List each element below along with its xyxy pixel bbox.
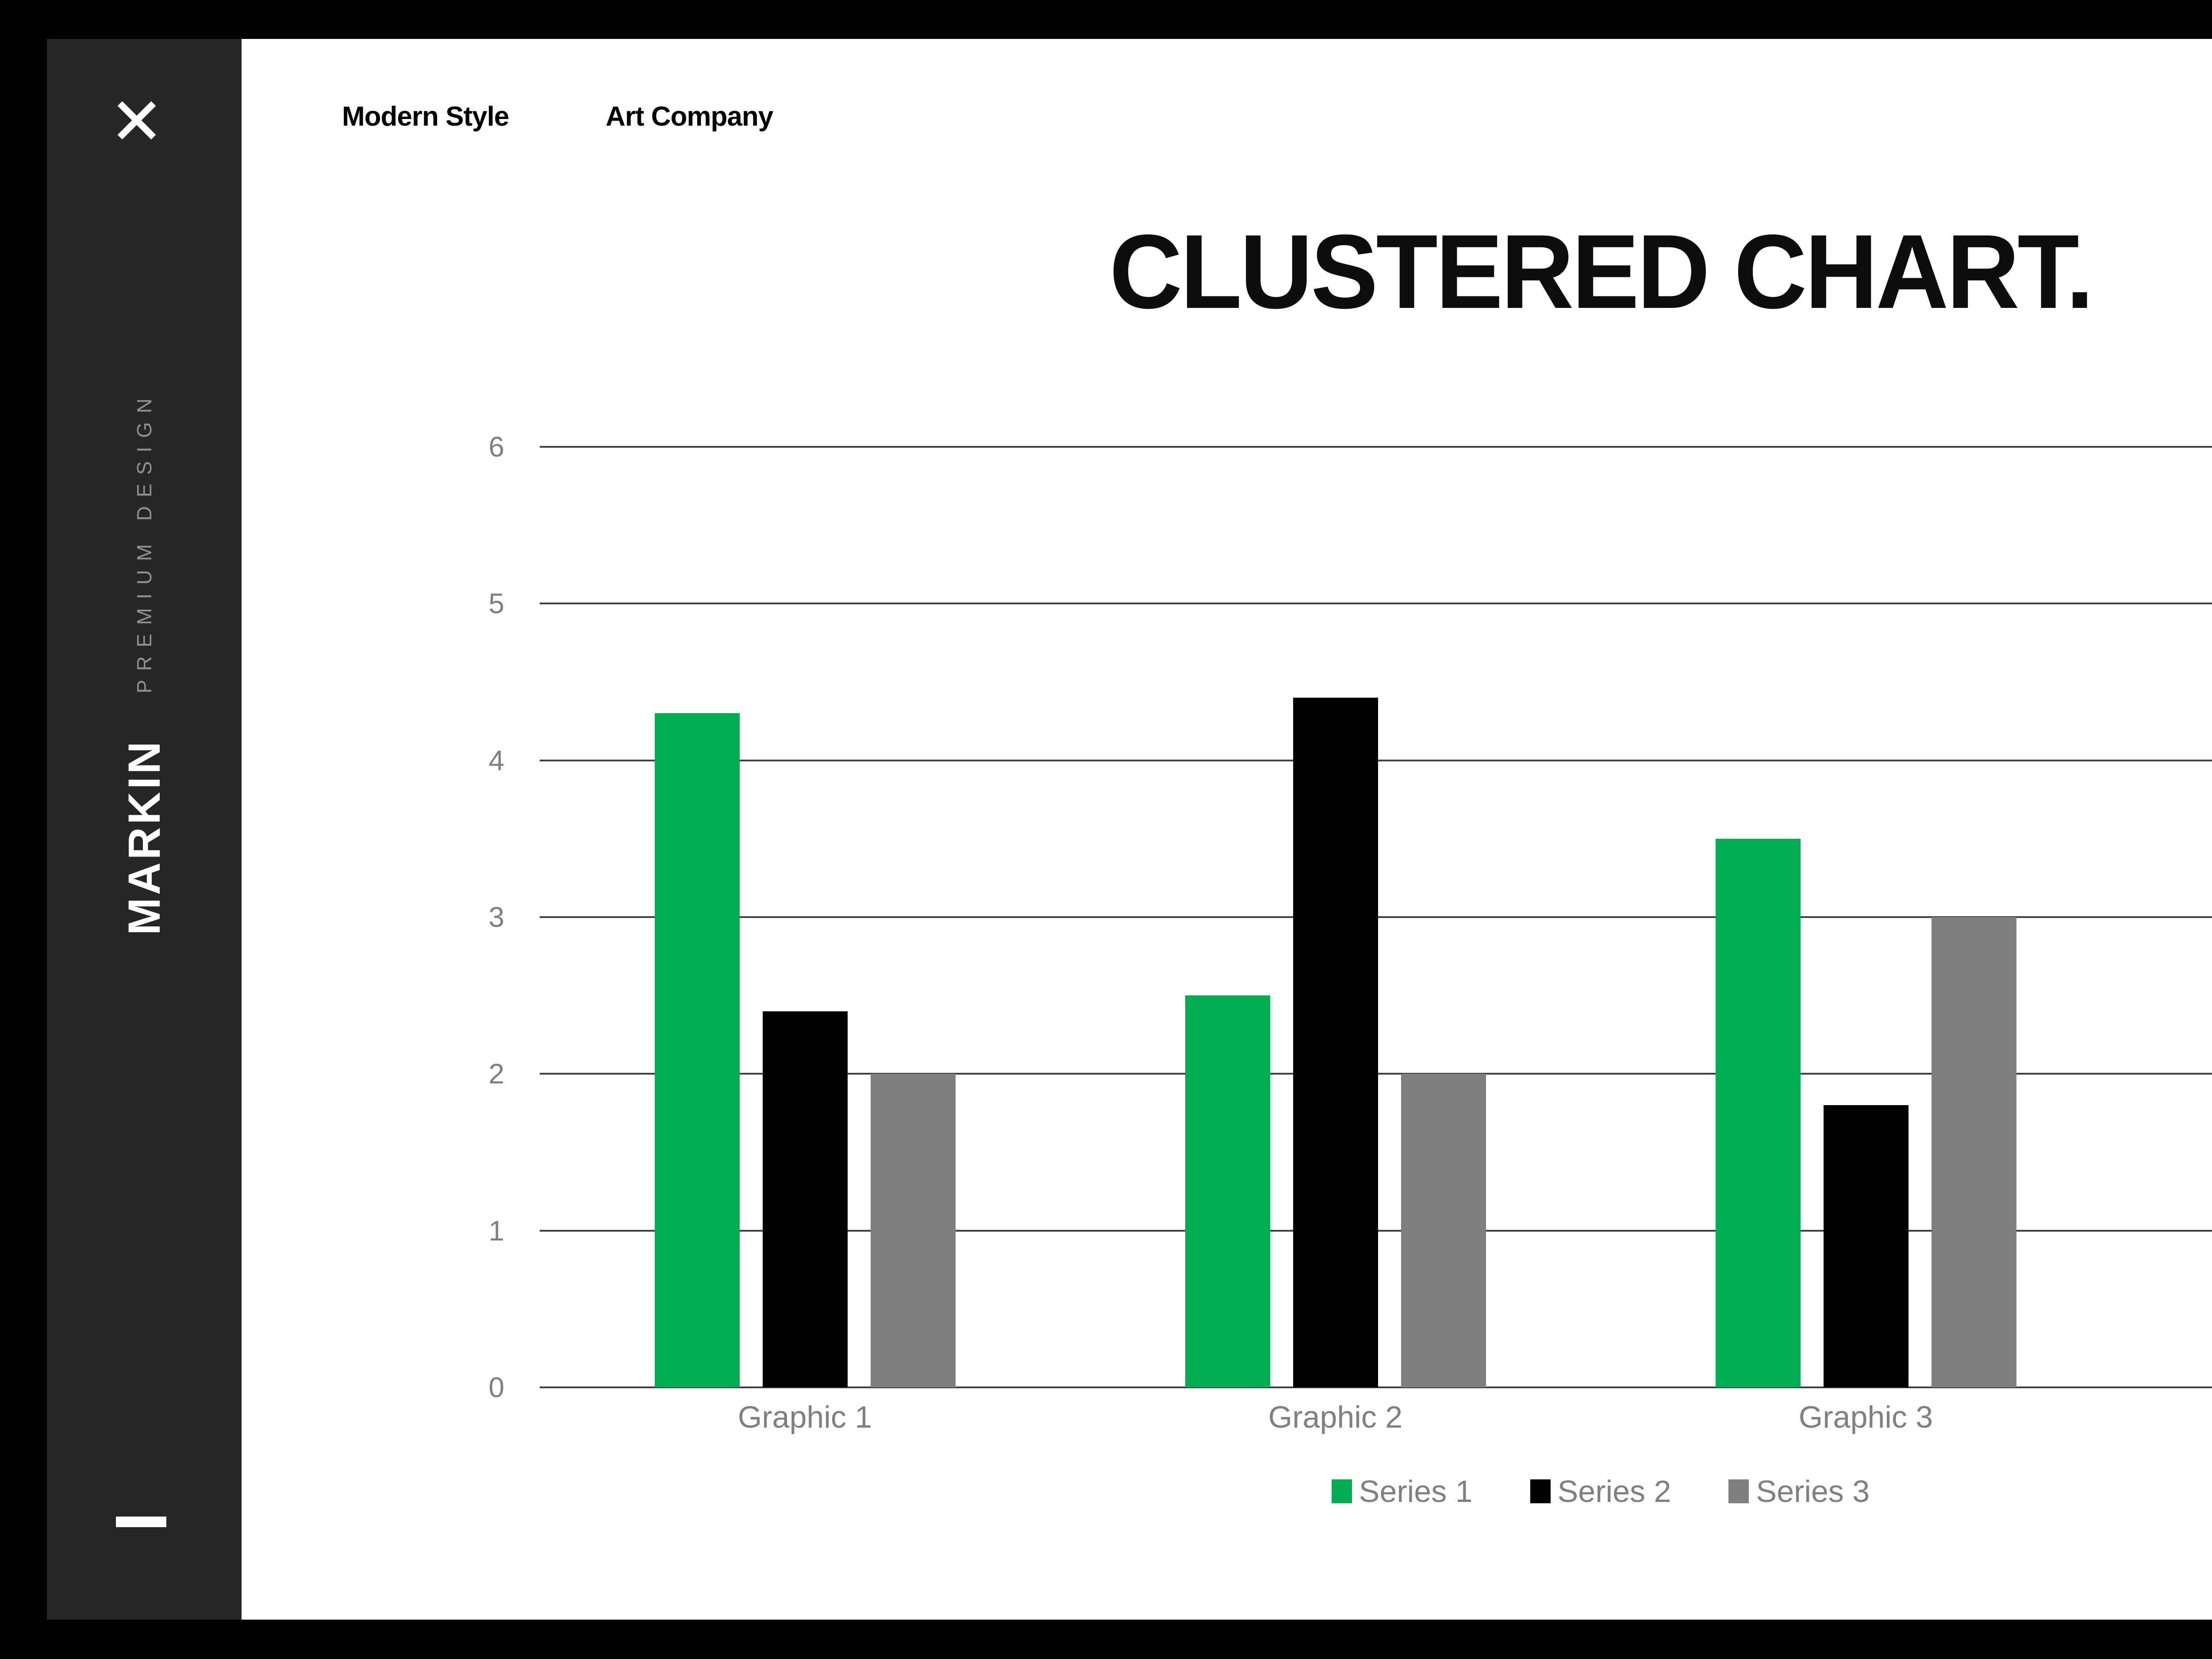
x-axis-label-graphic1: Graphic 1: [737, 1400, 872, 1434]
legend-label: Series 3: [1756, 1474, 1870, 1509]
y-axis-tick-6: 6: [488, 431, 504, 463]
bar-series1-graphic3: [1715, 838, 1801, 1387]
y-axis-tick-2: 2: [488, 1058, 504, 1090]
y-axis-tick-4: 4: [488, 744, 504, 776]
bar-series3-graphic3: [1931, 917, 2016, 1387]
legend-label: Series 1: [1359, 1474, 1473, 1509]
sidebar-brand: MARKIN: [119, 739, 169, 935]
header-left-label: Modern Style: [342, 101, 509, 132]
legend-swatch-icon: [1530, 1479, 1551, 1503]
bar-series1-graphic2: [1185, 995, 1270, 1387]
gridline-y0: [540, 1386, 2212, 1388]
sidebar-tagline: PREMIUM DESIGN: [133, 389, 156, 694]
bar-series2-graphic2: [1293, 697, 1378, 1387]
gridline-y6: [540, 446, 2212, 448]
close-button[interactable]: [115, 99, 158, 142]
main-area: Modern Style Art Company CLUSTERED CHART…: [242, 39, 2212, 1620]
x-axis-label-graphic2: Graphic 2: [1268, 1400, 1403, 1434]
sidebar: PREMIUM DESIGN MARKIN: [47, 39, 242, 1620]
x-axis-label-graphic3: Graphic 3: [1798, 1400, 1933, 1434]
slide: PREMIUM DESIGN MARKIN Modern Style Art C…: [47, 39, 2212, 1620]
legend-item-series2: Series 2: [1530, 1476, 1671, 1507]
bar-series2-graphic1: [762, 1011, 848, 1387]
legend-item-series3: Series 3: [1728, 1476, 1870, 1507]
gridline-y5: [540, 603, 2212, 605]
legend-item-series1: Series 1: [1331, 1474, 1473, 1509]
legend-swatch-icon: [1331, 1479, 1352, 1503]
chart-title: CLUSTERED CHART.: [1109, 213, 2094, 330]
bar-series2-graphic3: [1823, 1105, 1909, 1387]
y-axis-tick-1: 1: [488, 1214, 504, 1247]
bar-series3-graphic1: [870, 1074, 956, 1387]
legend-label: Series 2: [1557, 1474, 1671, 1509]
y-axis-tick-5: 5: [488, 588, 504, 620]
close-icon: [117, 101, 156, 140]
bar-series3-graphic2: [1401, 1074, 1486, 1387]
legend-swatch-icon: [1728, 1479, 1749, 1503]
header-right-label: Art Company: [606, 101, 773, 132]
bar-series1-graphic1: [654, 713, 740, 1387]
y-axis-tick-0: 0: [488, 1371, 504, 1403]
y-axis-tick-3: 3: [488, 901, 504, 933]
chart-legend: Series 1 Series 2 Series 3: [540, 1476, 2212, 1507]
